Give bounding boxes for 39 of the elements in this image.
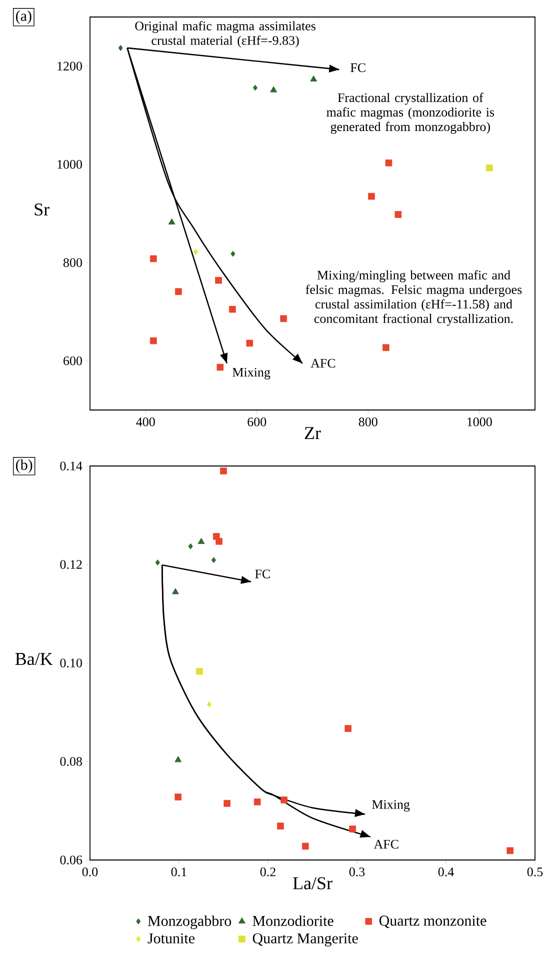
annotation: Fractional crystallization of mafic magmas (monzodiorite is generated from monzogabbro) <box>326 92 494 134</box>
annotation: Mixing/mingling between mafic and felsic magmas. Felsic magma undergoes crustal assimilation (εHf=-11.58) and concomitant fractional crystallization. <box>306 270 522 326</box>
x-tick-label: 0.2 <box>260 868 276 876</box>
y-tick-label: 0.08 <box>60 757 82 766</box>
x-tick-label: 800 <box>358 418 378 426</box>
annotation: Original mafic magma assimilates crustal material (εHf=-9.83) <box>135 21 316 48</box>
annotation: FC <box>255 570 270 578</box>
annotation: Mixing <box>232 368 270 380</box>
x-tick-label: 0.0 <box>82 868 98 876</box>
x-tick-label: 600 <box>248 418 266 426</box>
y-tick-label: 1200 <box>58 62 82 71</box>
y-tick-label: 0.06 <box>60 856 82 864</box>
y-axis-title: Sr <box>34 203 50 216</box>
y-tick-label: 600 <box>64 356 82 366</box>
annotation: AFC <box>374 840 398 849</box>
y-tick-label: 800 <box>63 258 82 268</box>
annotation: AFC <box>310 358 336 368</box>
x-tick-label: 0.4 <box>438 868 454 876</box>
y-tick-label: 0.10 <box>60 658 82 668</box>
x-axis-title: La/Sr <box>293 877 332 890</box>
legend-label: Monzogabbro <box>148 915 232 930</box>
x-tick-label: 0.3 <box>349 868 365 876</box>
x-tick-label: 1000 <box>468 418 492 426</box>
annotation: Mixing <box>372 800 410 812</box>
legend-label: Quartz monzonite <box>379 916 486 928</box>
legend-label: Quartz Mangerite <box>252 933 358 946</box>
chart-title: (a) <box>16 10 32 24</box>
legend-label: Jotunite <box>148 933 194 944</box>
legend-label: Monzodiorite <box>252 915 334 926</box>
x-tick-label: 0.5 <box>527 868 543 876</box>
annotation: FC <box>350 63 366 72</box>
y-axis-title: Ba/K <box>15 652 53 666</box>
chart-title: (b) <box>16 459 32 473</box>
y-tick-label: 0.12 <box>60 560 82 569</box>
y-tick-label: 0.14 <box>60 462 82 470</box>
x-tick-label: 0.1 <box>171 868 186 876</box>
x-axis-title: Zr <box>304 427 321 439</box>
y-tick-label: 1000 <box>58 160 82 169</box>
x-tick-label: 400 <box>136 418 155 426</box>
